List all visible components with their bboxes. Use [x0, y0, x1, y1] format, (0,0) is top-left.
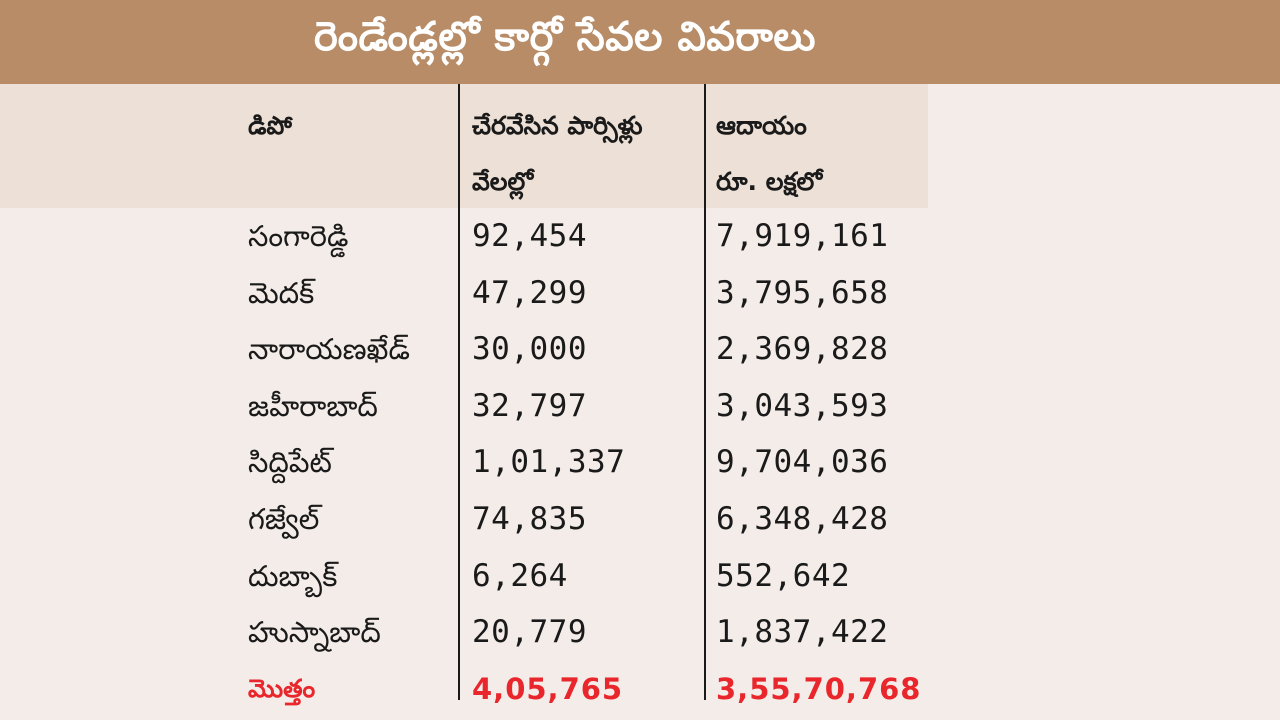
total-parcels-value: 4,05,765	[472, 671, 624, 706]
revenue-value: 552,642	[716, 557, 851, 594]
total-row: మొత్తం 4,05,765 3,55,70,768	[0, 661, 1280, 718]
depot-name: దుబ్బాక్	[248, 558, 338, 593]
table-body: సంగారెడ్డి 92,454 7,919,161 మెదక్ 47,299…	[0, 208, 1280, 717]
depot-name: జహీరాబాద్	[248, 388, 378, 423]
table-row: సంగారెడ్డి 92,454 7,919,161	[0, 208, 1280, 265]
parcels-value: 74,835	[472, 500, 587, 537]
parcels-value: 32,797	[472, 387, 587, 424]
table-row: నారాయణఖేడ్ 30,000 2,369,828	[0, 321, 1280, 378]
revenue-value: 3,043,593	[716, 387, 889, 424]
parcels-value: 1,01,337	[472, 444, 626, 481]
table-row: దుబ్బాక్ 6,264 552,642	[0, 548, 1280, 605]
depot-name: సంగారెడ్డి	[248, 219, 349, 253]
column-divider	[704, 84, 706, 700]
total-label: మొత్తం	[248, 673, 316, 703]
cargo-table: డిపో చేరవేసిన పార్సిళ్లు వేలల్లో ఆదాయం ర…	[0, 84, 1280, 720]
header-parcels-unit: వేలల్లో	[472, 167, 534, 196]
header-revenue-line: ఆదాయం	[716, 111, 807, 140]
header-parcels: చేరవేసిన పార్సిళ్లు వేలల్లో	[472, 98, 643, 210]
table-row: జహీరాబాద్ 32,797 3,043,593	[0, 378, 1280, 435]
header-depot-line: డిపో	[248, 111, 292, 140]
depot-name: గజ్వేల్	[248, 501, 320, 536]
parcels-value: 6,264	[472, 557, 568, 594]
parcels-value: 30,000	[472, 331, 587, 368]
revenue-value: 3,795,658	[716, 274, 889, 311]
total-revenue-value: 3,55,70,768	[716, 671, 922, 706]
table-row: సిద్దిపేట్ 1,01,337 9,704,036	[0, 434, 1280, 491]
header-revenue: ఆదాయం రూ. లక్షలో	[716, 98, 822, 210]
revenue-value: 9,704,036	[716, 444, 889, 481]
column-divider	[458, 84, 460, 700]
page-title: రెండేండ్లల్లో కార్గో సేవల వివరాలు	[313, 14, 817, 60]
table-header-band	[0, 84, 928, 208]
table-row: హుస్నాబాద్ 20,779 1,837,422	[0, 604, 1280, 661]
parcels-value: 47,299	[472, 274, 587, 311]
header-parcels-line: చేరవేసిన పార్సిళ్లు	[472, 111, 643, 140]
header-revenue-unit: రూ. లక్షలో	[716, 167, 823, 196]
parcels-value: 20,779	[472, 614, 587, 651]
table-row: గజ్వేల్ 74,835 6,348,428	[0, 491, 1280, 548]
parcels-value: 92,454	[472, 218, 587, 254]
table-row: మెదక్ 47,299 3,795,658	[0, 265, 1280, 322]
header-depot: డిపో	[248, 98, 292, 154]
depot-name: హుస్నాబాద్	[248, 615, 381, 650]
depot-name: సిద్దిపేట్	[248, 445, 332, 480]
revenue-value: 2,369,828	[716, 331, 889, 368]
depot-name: నారాయణఖేడ్	[248, 332, 410, 367]
revenue-value: 1,837,422	[716, 614, 889, 651]
revenue-value: 7,919,161	[716, 218, 889, 254]
title-banner: రెండేండ్లల్లో కార్గో సేవల వివరాలు	[0, 0, 1280, 84]
revenue-value: 6,348,428	[716, 500, 889, 537]
depot-name: మెదక్	[248, 275, 315, 310]
